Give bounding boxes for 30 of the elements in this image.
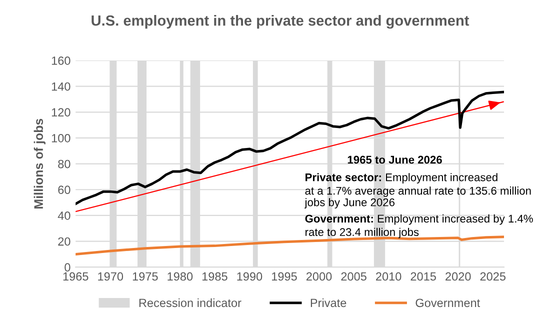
y-tick-label: 120 (52, 108, 70, 117)
x-tick-label: 1990 (237, 272, 262, 281)
y-tick-label: 160 (52, 56, 70, 65)
y-tick-label: 0 (64, 263, 70, 272)
x-tick-label: 2005 (341, 272, 366, 281)
chart-title: U.S. employment in the private sector and government (92, 15, 470, 29)
x-tick-label: 1995 (272, 272, 297, 281)
x-tick-label: 2025 (480, 272, 506, 281)
x-tick-label: 1975 (132, 272, 158, 281)
x-tick-label: 1980 (168, 272, 193, 281)
y-tick-label: 20 (58, 237, 70, 246)
x-tick-label: 2010 (376, 272, 402, 281)
x-tick-label: 1970 (98, 272, 124, 281)
y-tick-label: 40 (58, 211, 70, 220)
x-tick-label: 1985 (202, 272, 228, 281)
y-tick-label: 140 (52, 82, 70, 91)
y-tick-label: 100 (52, 134, 70, 142)
annotation: Private sector: Employment increased at a 1.7% average annual rate to 135.6 million jobs by June 2026 (304, 173, 531, 208)
x-tick-label: 2015 (410, 272, 436, 281)
x-tick-label: 2020 (446, 272, 471, 281)
annotation: Government: Employment increased by 1.4% rate to 23.4 million jobs (305, 214, 533, 238)
x-tick-label: 1965 (63, 272, 88, 281)
legend-label: Recession indicator (139, 298, 242, 308)
annotation: 1965 to June 2026 (348, 156, 442, 164)
y-tick-label: 60 (58, 186, 70, 194)
legend-label: Private (310, 298, 346, 308)
y-tick-label: 80 (58, 160, 70, 168)
x-tick-label: 2000 (306, 272, 332, 281)
legend-label: Government (416, 298, 480, 308)
y-axis-title: Millions of jobs (34, 118, 46, 208)
